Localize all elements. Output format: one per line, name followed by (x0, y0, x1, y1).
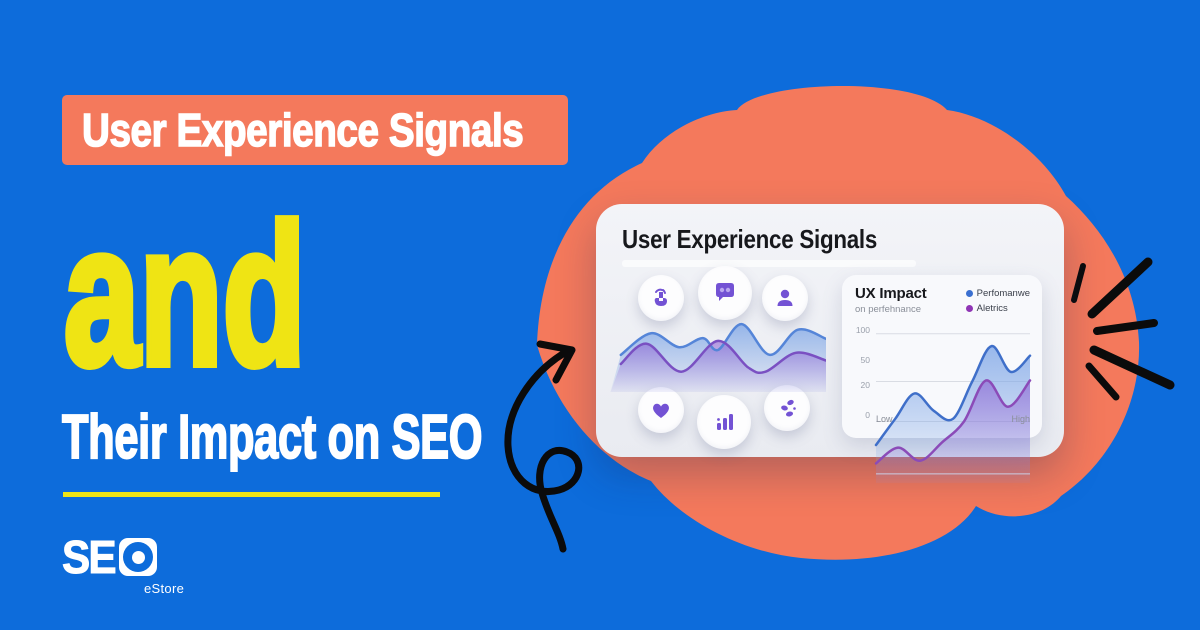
y-tick-label: 20 (860, 379, 870, 390)
user-icon (762, 275, 808, 321)
x-label-low: Low (876, 414, 893, 424)
hand-drawn-arrow (504, 340, 583, 553)
wave-chart (610, 322, 826, 392)
subheadline: Their Impact on SEO (61, 402, 483, 472)
headline-and: and (61, 184, 308, 407)
legend-dot-performance (965, 290, 973, 297)
brand-logo: SE eStore (62, 531, 185, 597)
chat-bubble-icon (698, 266, 752, 320)
x-label-high: High (1011, 414, 1030, 424)
heart-icon (638, 387, 684, 433)
legend-dot-metrics (965, 305, 973, 312)
y-tick-label: 0 (865, 410, 870, 421)
panel-title: UX Impact (855, 285, 927, 302)
engagement-dots-icon (764, 385, 810, 431)
chart-legend: Perfomanwe Aletrics (965, 288, 1030, 318)
card-title: User Experience Signals (622, 224, 878, 254)
tap-gesture-icon (638, 275, 684, 321)
burst-lines (1071, 257, 1175, 401)
title-highlight (622, 260, 916, 267)
logo-subtext: eStore (144, 581, 185, 596)
yellow-underline (63, 492, 440, 497)
title-tag-label: User Experience Signals (81, 103, 524, 157)
ux-signals-card: User Experience Signals (596, 204, 1064, 484)
y-tick-label: 100 (855, 324, 870, 335)
ux-impact-plot (876, 326, 1030, 484)
y-tick-label: 50 (860, 354, 870, 365)
logo-text: SE (62, 531, 118, 583)
lens-o-icon (119, 538, 158, 576)
panel-subtitle: on perfehnance (855, 303, 922, 315)
bar-chart-icon (697, 395, 751, 449)
legend-label: Aletrics (976, 303, 1008, 314)
title-tag: User Experience Signals (62, 95, 568, 165)
ux-impact-chart: 100 50 20 0 Low High (852, 324, 1032, 484)
legend-label: Perfomanwe (976, 288, 1030, 299)
ux-impact-panel: UX Impact on perfehnance Perfomanwe Alet… (842, 275, 1042, 484)
